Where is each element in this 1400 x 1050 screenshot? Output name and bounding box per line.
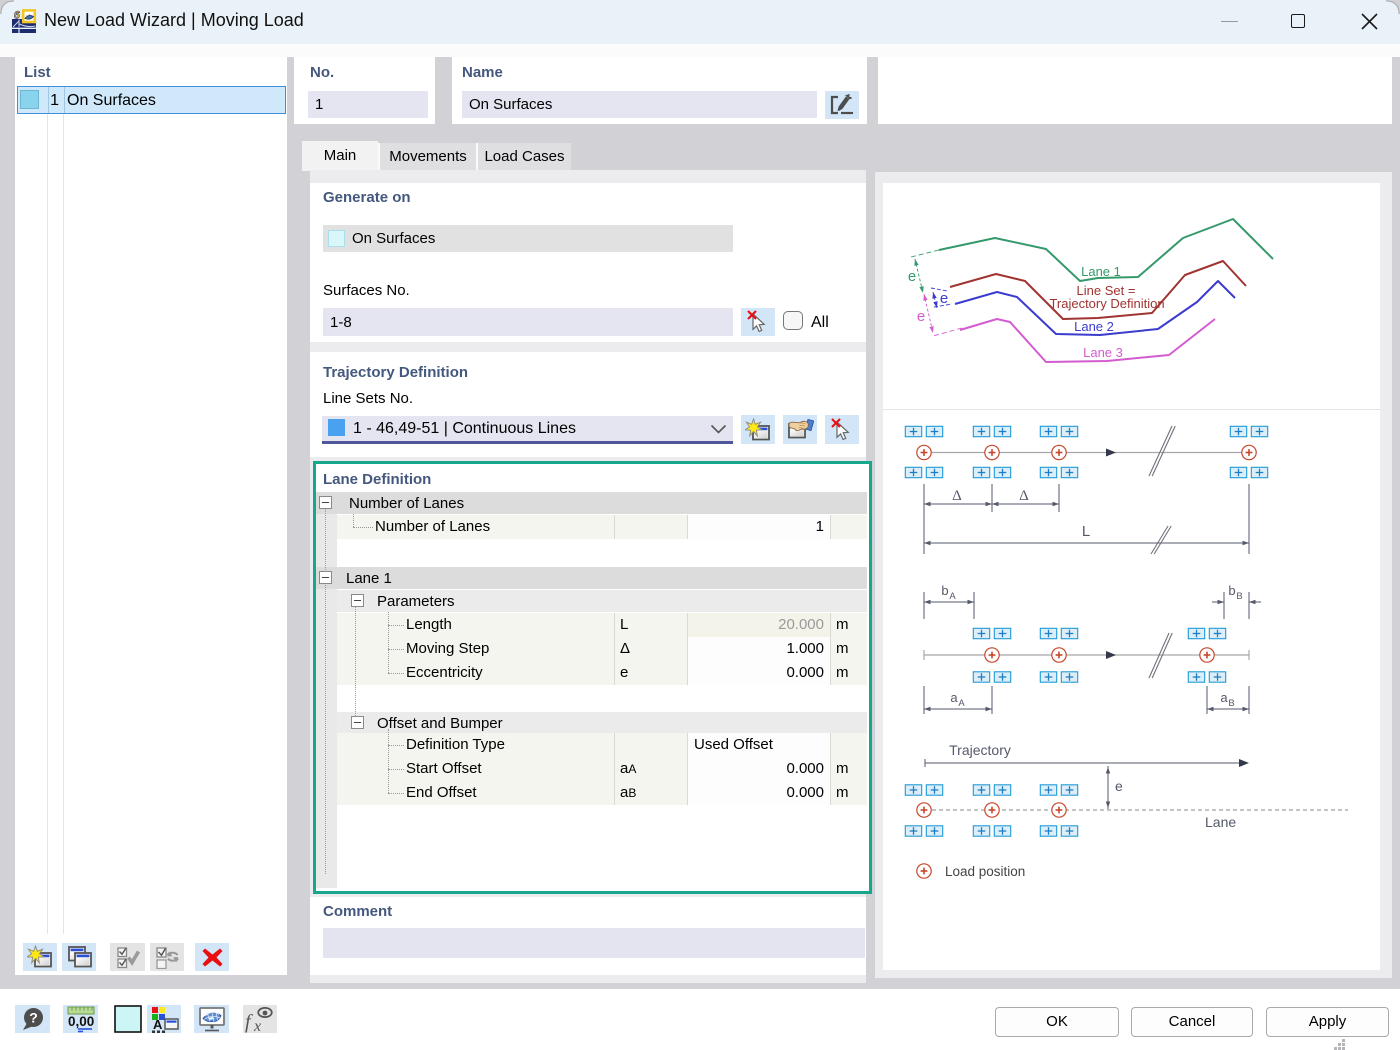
svg-text:x: x <box>253 1018 261 1033</box>
svg-text:?: ? <box>29 1010 38 1026</box>
svg-text:b: b <box>941 583 948 598</box>
svg-text:A: A <box>949 591 956 602</box>
svg-text:e: e <box>940 290 948 307</box>
svg-text:Line Set =: Line Set = <box>1077 283 1136 298</box>
svg-text:Trajectory Definition: Trajectory Definition <box>1049 296 1164 311</box>
svg-text:a: a <box>950 690 958 705</box>
svg-text:Trajectory: Trajectory <box>949 742 1011 758</box>
svg-text:a: a <box>1220 690 1228 705</box>
svg-text:e: e <box>908 268 916 285</box>
svg-text:Δ: Δ <box>1019 488 1029 504</box>
svg-text:Lane 2: Lane 2 <box>1074 319 1114 334</box>
svg-text:Load position: Load position <box>945 864 1025 879</box>
svg-text:B: B <box>1228 698 1234 709</box>
svg-text:B: B <box>1236 591 1242 602</box>
svg-text:Lane 1: Lane 1 <box>1081 264 1121 279</box>
svg-text:A: A <box>153 1017 163 1032</box>
svg-text:e: e <box>1115 778 1123 794</box>
svg-text:Lane: Lane <box>1205 814 1236 830</box>
svg-text:Δ: Δ <box>952 488 962 504</box>
svg-text:A: A <box>958 698 965 709</box>
svg-text:f: f <box>245 1011 253 1033</box>
svg-text:6: 6 <box>14 9 21 21</box>
svg-text:Lane 3: Lane 3 <box>1083 345 1123 360</box>
svg-text:e: e <box>917 308 925 325</box>
svg-text:b: b <box>1228 583 1235 598</box>
svg-text:0,00: 0,00 <box>68 1014 94 1029</box>
svg-text:L: L <box>1082 523 1090 540</box>
